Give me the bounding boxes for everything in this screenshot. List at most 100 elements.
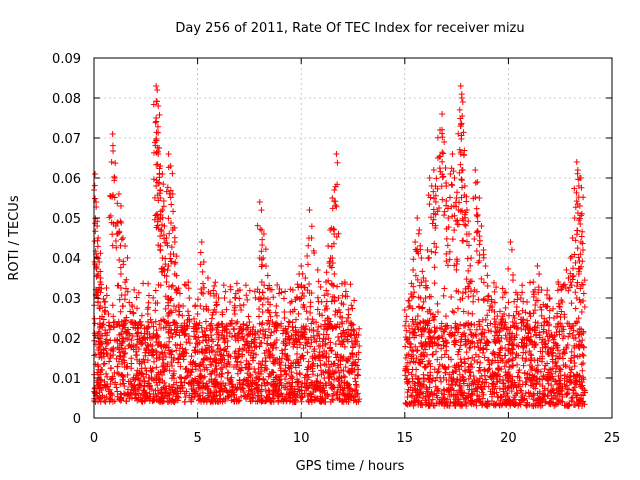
data-point bbox=[231, 294, 238, 301]
data-point bbox=[232, 355, 239, 362]
data-point bbox=[324, 369, 331, 376]
data-point bbox=[259, 308, 266, 315]
data-point bbox=[239, 333, 246, 340]
data-point bbox=[441, 212, 448, 219]
data-point bbox=[107, 355, 114, 362]
data-point bbox=[180, 303, 187, 309]
data-point bbox=[153, 354, 160, 361]
data-point bbox=[181, 375, 188, 382]
data-point bbox=[506, 356, 513, 363]
data-point bbox=[203, 325, 210, 332]
data-point bbox=[131, 286, 138, 293]
data-point bbox=[457, 321, 464, 328]
data-point bbox=[449, 182, 456, 189]
data-point bbox=[342, 364, 349, 371]
data-point bbox=[182, 346, 189, 353]
data-point bbox=[310, 360, 317, 367]
data-point bbox=[444, 262, 451, 269]
data-point bbox=[256, 375, 263, 382]
data-point bbox=[326, 370, 333, 377]
data-point bbox=[236, 379, 243, 386]
data-point bbox=[166, 347, 173, 354]
data-point bbox=[174, 388, 181, 395]
data-point bbox=[165, 151, 172, 157]
data-point bbox=[240, 385, 247, 392]
data-point bbox=[277, 391, 284, 398]
data-point bbox=[145, 349, 152, 356]
data-point bbox=[274, 392, 281, 399]
data-point bbox=[208, 315, 215, 322]
data-point bbox=[197, 374, 204, 381]
data-point bbox=[141, 377, 148, 384]
data-point bbox=[476, 195, 483, 201]
data-point bbox=[178, 374, 185, 381]
data-point bbox=[103, 340, 110, 347]
data-point bbox=[320, 335, 327, 342]
data-point bbox=[449, 308, 456, 315]
data-point bbox=[441, 285, 448, 292]
data-point bbox=[283, 398, 290, 405]
data-point bbox=[134, 341, 141, 348]
data-point bbox=[109, 302, 116, 309]
data-point bbox=[250, 324, 257, 331]
data-point bbox=[239, 353, 246, 360]
data-point bbox=[153, 211, 160, 218]
data-point bbox=[302, 275, 309, 281]
data-point bbox=[457, 161, 464, 168]
data-point bbox=[347, 386, 354, 393]
data-point bbox=[418, 339, 425, 346]
data-point bbox=[480, 254, 487, 261]
data-point bbox=[234, 318, 241, 325]
data-point bbox=[128, 383, 135, 390]
data-point bbox=[436, 204, 443, 211]
data-point bbox=[273, 382, 280, 389]
data-point bbox=[255, 388, 262, 395]
data-point bbox=[99, 366, 106, 373]
data-point bbox=[169, 362, 176, 369]
data-point bbox=[169, 372, 176, 379]
data-point bbox=[108, 365, 115, 372]
data-point bbox=[267, 398, 274, 405]
data-point bbox=[566, 330, 573, 337]
data-point bbox=[220, 361, 227, 368]
data-point bbox=[509, 277, 516, 284]
data-point bbox=[256, 313, 263, 320]
data-point bbox=[534, 263, 541, 269]
data-point bbox=[180, 350, 187, 357]
data-point bbox=[295, 359, 302, 366]
data-point bbox=[96, 351, 103, 358]
data-point bbox=[556, 368, 563, 375]
data-point bbox=[100, 361, 107, 368]
data-point bbox=[321, 389, 328, 396]
data-point bbox=[181, 379, 188, 386]
data-point bbox=[459, 237, 466, 244]
data-point bbox=[351, 297, 358, 304]
data-point bbox=[261, 350, 268, 357]
data-point bbox=[231, 311, 238, 317]
data-point bbox=[352, 378, 359, 385]
data-point bbox=[202, 318, 209, 325]
data-point bbox=[193, 326, 200, 333]
data-point bbox=[160, 203, 167, 210]
data-point bbox=[422, 364, 429, 371]
data-point bbox=[186, 340, 193, 347]
data-point bbox=[354, 391, 361, 398]
data-point bbox=[282, 376, 289, 383]
data-point bbox=[234, 361, 241, 368]
data-point bbox=[204, 342, 211, 349]
data-point bbox=[278, 347, 285, 354]
data-point bbox=[107, 390, 114, 397]
data-point bbox=[272, 374, 279, 381]
data-point bbox=[144, 380, 151, 387]
data-point bbox=[250, 395, 257, 402]
data-point bbox=[229, 381, 236, 388]
data-point bbox=[451, 175, 458, 181]
data-point bbox=[310, 348, 317, 355]
data-point bbox=[581, 304, 588, 311]
data-point bbox=[120, 380, 127, 387]
data-point bbox=[276, 360, 283, 367]
data-point bbox=[282, 367, 289, 374]
data-point bbox=[328, 347, 335, 354]
data-point bbox=[109, 142, 116, 149]
data-point bbox=[252, 379, 259, 386]
